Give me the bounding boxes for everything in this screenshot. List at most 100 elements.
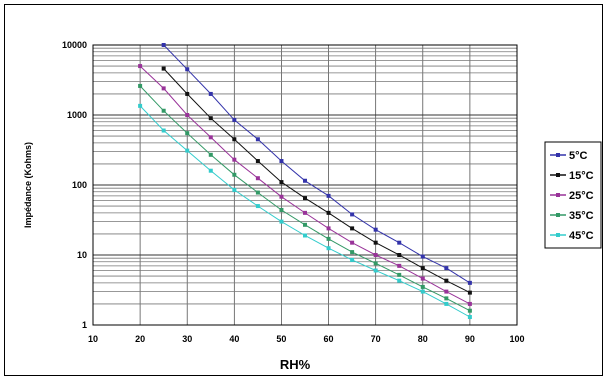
legend-label: 5°C xyxy=(569,150,588,162)
data-point xyxy=(138,64,143,69)
data-point xyxy=(279,159,284,164)
legend-label: 45°C xyxy=(569,230,594,242)
data-point xyxy=(232,117,237,122)
x-tick-label: 100 xyxy=(509,334,524,344)
data-point xyxy=(303,210,307,215)
data-point xyxy=(232,157,237,162)
data-point xyxy=(397,253,402,257)
x-tick-label: 90 xyxy=(465,334,475,344)
data-point xyxy=(326,246,331,251)
y-tick-label: 1000 xyxy=(67,110,87,120)
data-point xyxy=(397,263,402,268)
legend-marker xyxy=(556,193,560,197)
legend-item: 25°C xyxy=(550,190,594,202)
x-tick-label: 10 xyxy=(88,334,98,344)
data-point xyxy=(373,268,378,273)
data-point xyxy=(279,207,284,212)
data-point xyxy=(208,168,213,173)
data-point xyxy=(185,148,190,153)
data-point xyxy=(279,194,284,199)
y-tick-label: 1 xyxy=(82,320,87,330)
chart-frame: 10 20 30 40 50 60 70 80 90 100 1 10 100 1000 10000 RH%… xyxy=(4,4,603,376)
y-tick-label: 10 xyxy=(77,250,87,260)
data-point xyxy=(397,240,402,245)
x-tick-label: 30 xyxy=(182,334,192,344)
data-point xyxy=(255,204,260,209)
legend-item: 35°C xyxy=(550,210,594,222)
data-point xyxy=(444,266,449,271)
data-point xyxy=(255,137,260,142)
legend-marker xyxy=(556,153,560,157)
y-axis-title: Impédance (Kohms) xyxy=(23,142,33,228)
data-point xyxy=(303,233,307,238)
x-tick-label: 20 xyxy=(135,334,145,344)
data-point xyxy=(420,284,425,289)
data-point xyxy=(208,91,213,96)
data-point xyxy=(397,272,402,277)
data-point xyxy=(350,212,355,217)
data-point xyxy=(420,266,425,271)
legend-item: 5°C xyxy=(550,150,588,162)
data-point xyxy=(420,276,425,281)
x-tick-label: 80 xyxy=(418,334,428,344)
series-group xyxy=(138,103,472,320)
data-point xyxy=(232,187,237,192)
data-point xyxy=(397,278,402,283)
data-point xyxy=(373,240,378,245)
data-point xyxy=(303,222,307,227)
x-tick-label: 50 xyxy=(276,334,286,344)
data-point xyxy=(467,280,472,285)
data-point xyxy=(467,290,472,295)
data-point xyxy=(326,193,331,198)
data-point xyxy=(208,135,213,140)
data-point xyxy=(255,190,260,195)
data-point xyxy=(232,137,237,142)
data-point xyxy=(255,176,260,181)
data-point xyxy=(161,86,166,91)
x-axis-title: RH% xyxy=(280,357,311,372)
data-point xyxy=(232,172,237,177)
data-point xyxy=(208,116,213,121)
data-point xyxy=(161,108,166,113)
data-point xyxy=(303,196,307,201)
legend: 5°C 15°C 25°C 35°C 45°C xyxy=(544,141,602,249)
x-tick-label: 40 xyxy=(229,334,239,344)
data-point xyxy=(350,226,355,231)
data-point xyxy=(161,66,166,71)
data-point xyxy=(420,289,425,294)
data-point xyxy=(138,83,143,88)
data-point xyxy=(279,219,284,224)
data-point xyxy=(208,152,213,157)
series-group xyxy=(161,66,472,295)
data-point xyxy=(303,178,307,183)
series-group xyxy=(138,64,472,306)
data-point xyxy=(350,240,355,245)
data-point xyxy=(279,180,284,185)
data-point xyxy=(326,226,331,231)
data-point xyxy=(326,210,331,215)
legend-item: 15°C xyxy=(550,170,594,182)
x-tick-label: 70 xyxy=(371,334,381,344)
y-tick-label: 10000 xyxy=(62,40,87,50)
data-point xyxy=(373,253,378,257)
data-point xyxy=(138,103,143,108)
data-point xyxy=(161,128,166,133)
series-line xyxy=(163,68,471,294)
plot-area xyxy=(92,44,518,326)
data-point xyxy=(185,113,190,117)
legend-item: 45°C xyxy=(550,230,594,242)
data-point xyxy=(350,250,355,255)
data-point xyxy=(185,67,190,72)
data-point xyxy=(444,278,449,283)
data-point xyxy=(373,227,378,232)
data-point xyxy=(255,159,260,164)
data-point xyxy=(326,236,331,241)
data-point xyxy=(444,289,449,294)
legend-marker xyxy=(556,173,560,177)
data-point xyxy=(467,301,472,306)
series-group xyxy=(161,43,472,285)
data-point xyxy=(161,43,166,47)
data-point xyxy=(467,315,472,320)
